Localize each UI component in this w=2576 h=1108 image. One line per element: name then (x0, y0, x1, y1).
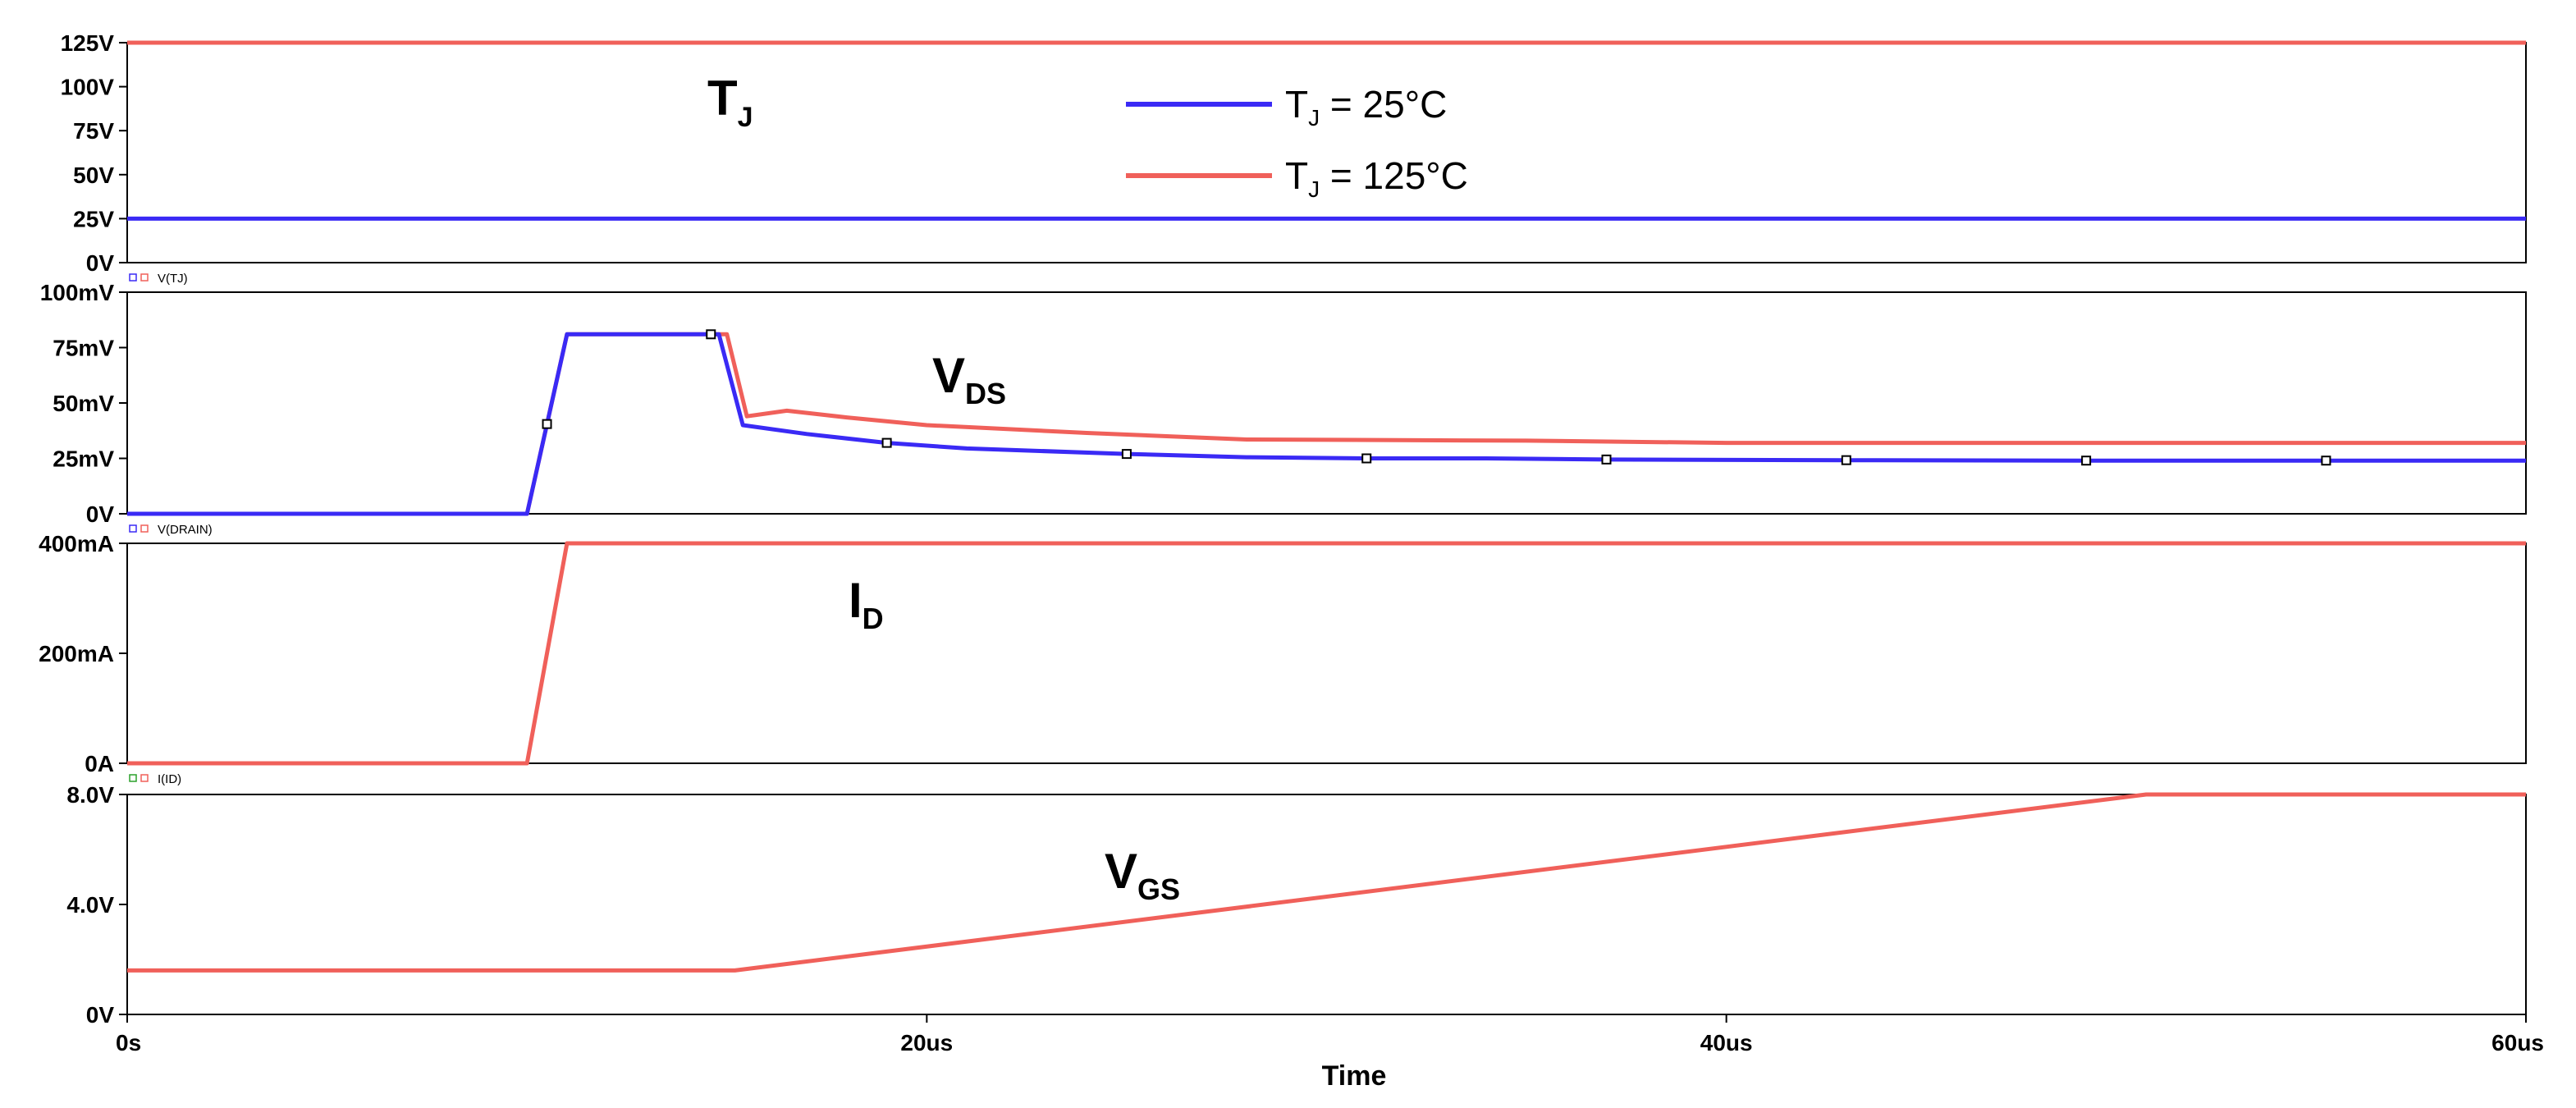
data-point-marker (2081, 456, 2092, 466)
data-point-marker (2321, 456, 2331, 466)
x-tick-label: 40us (1700, 1030, 1753, 1055)
trace-marker-blue (129, 524, 137, 533)
data-point-marker (1601, 454, 1612, 465)
panel-frame-vgs (126, 794, 2527, 1015)
series-line-vgs-tj125 (127, 792, 2526, 973)
y-tick-label-tj: 0V (86, 250, 115, 276)
panel-annotation-id: ID (849, 573, 884, 635)
legend-entry-tj25: TJ = 25°C (1285, 83, 1447, 130)
x-tick-label: 0s (116, 1030, 141, 1055)
legend-entry-tj125: TJ = 125°C (1285, 154, 1468, 202)
y-tick-label-tj: 75V (73, 118, 114, 144)
trace-marker-blue (129, 273, 137, 282)
panel-frame-id (126, 543, 2527, 764)
x-tick-label: 20us (900, 1030, 953, 1055)
y-tick-label-vds: 50mV (53, 391, 114, 416)
trace-label-id: I(ID) (158, 772, 181, 786)
y-tick-label-tj: 50V (73, 163, 114, 188)
y-tick-label-vds: 25mV (53, 446, 114, 472)
panel-annotation-vds: VDS (932, 348, 1006, 410)
y-tick-label-vds: 0V (86, 501, 115, 527)
trace-label-tj: V(TJ) (158, 272, 188, 286)
y-tick-label-tj: 100V (61, 75, 115, 100)
series-line-vds-tj125 (127, 332, 2526, 516)
data-point-marker (1361, 453, 1372, 464)
series-line-id-tj125 (127, 541, 2526, 766)
y-tick-label-id: 400mA (39, 531, 114, 556)
y-tick-label-id: 0A (85, 751, 114, 776)
data-point-marker (542, 419, 552, 429)
trace-marker-red (140, 774, 149, 782)
y-tick-label-tj: 25V (73, 206, 114, 231)
trace-marker-red (140, 273, 149, 282)
trace-label-vds: V(DRAIN) (158, 523, 213, 537)
data-point-marker (881, 437, 892, 448)
data-point-marker (1121, 449, 1132, 460)
data-point-marker (706, 329, 716, 340)
panel-annotation-vgs: VGS (1105, 844, 1180, 906)
trace-marker-red (140, 524, 149, 533)
x-axis-title: Time (1322, 1060, 1387, 1092)
y-tick-label-vds: 75mV (53, 336, 114, 361)
panel-annotation-tj: TJ (707, 71, 753, 133)
y-tick-label-vds: 100mV (40, 280, 115, 305)
y-tick-label-vgs: 8.0V (66, 782, 114, 808)
y-tick-label-id: 200mA (39, 641, 114, 666)
panel-frame-vds (126, 291, 2527, 515)
series-line-vds-tj25 (127, 332, 2526, 516)
y-tick-label-vgs: 0V (86, 1002, 115, 1028)
x-tick-label: 60us (2491, 1030, 2544, 1055)
y-tick-label-tj: 125V (61, 30, 115, 56)
panel-frame-tj (126, 42, 2527, 263)
y-tick-label-vgs: 4.0V (66, 892, 114, 918)
data-point-marker (1841, 455, 1851, 465)
trace-marker-green (129, 774, 137, 782)
